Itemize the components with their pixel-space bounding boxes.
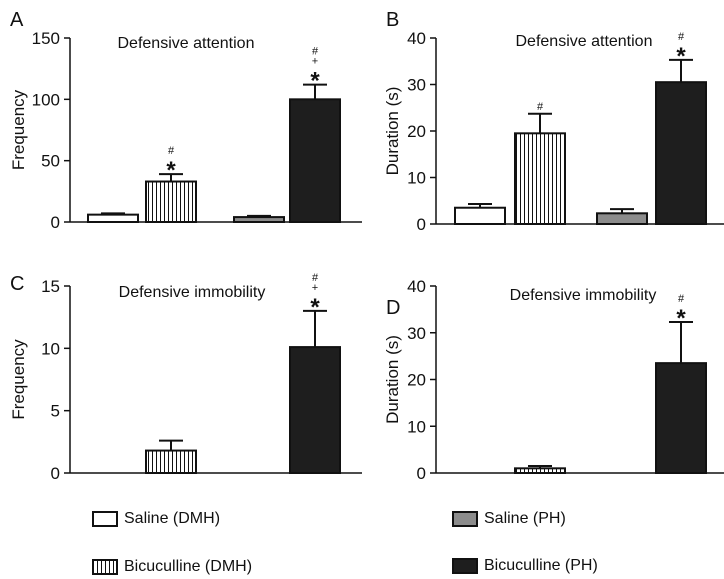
- bar: [145, 449, 197, 474]
- panel-letter: B: [386, 9, 399, 31]
- legend-swatch-black: [452, 558, 478, 574]
- y-axis-label: Duration (s): [383, 335, 402, 424]
- y-tick-label: 50: [41, 152, 60, 171]
- significance-mark: *: [166, 157, 176, 184]
- significance-mark: +: [312, 56, 318, 68]
- y-tick-label: 30: [407, 76, 426, 95]
- bar: [514, 132, 566, 225]
- significance-mark: #: [678, 293, 685, 305]
- chart-title: Defensive immobility: [119, 284, 266, 301]
- y-tick-label: 5: [51, 402, 60, 421]
- legend-label: Saline (DMH): [124, 510, 221, 527]
- bar: [233, 216, 285, 224]
- bar: [145, 180, 197, 224]
- legend-swatch-hatch: [92, 559, 118, 575]
- significance-mark: *: [310, 294, 320, 321]
- significance-mark: *: [676, 43, 686, 70]
- legend-label: Bicuculline (DMH): [124, 558, 253, 575]
- y-tick-label: 40: [407, 277, 426, 296]
- y-tick-label: 0: [51, 213, 60, 232]
- significance-mark: #: [537, 101, 544, 113]
- chart-title: Defensive attention: [118, 35, 255, 52]
- significance-mark: #: [312, 272, 319, 284]
- chart-title: Defensive immobility: [510, 287, 657, 304]
- bar: [454, 206, 506, 226]
- bar: [596, 212, 648, 225]
- legend-item-saline-dmh: Saline (DMH): [92, 510, 220, 528]
- y-tick-label: 150: [32, 29, 60, 48]
- bar: [655, 81, 707, 225]
- y-tick-label: 0: [417, 215, 426, 234]
- y-tick-label: 20: [407, 371, 426, 390]
- bar: [289, 346, 341, 474]
- chart-title: Defensive attention: [516, 33, 653, 50]
- y-tick-label: 10: [407, 169, 426, 188]
- significance-mark: #: [168, 145, 175, 157]
- significance-mark: *: [310, 68, 320, 95]
- y-tick-label: 30: [407, 324, 426, 343]
- significance-mark: #: [312, 46, 319, 58]
- bar: [87, 213, 139, 223]
- y-tick-label: 20: [407, 122, 426, 141]
- y-tick-label: 40: [407, 29, 426, 48]
- panel-letter: A: [10, 9, 24, 31]
- y-tick-label: 0: [51, 464, 60, 483]
- bar: [289, 98, 341, 223]
- legend-swatch-gray: [452, 511, 478, 527]
- y-axis-label: Frequency: [9, 339, 28, 420]
- significance-mark: *: [676, 305, 686, 332]
- bar: [655, 362, 707, 475]
- y-axis-label: Frequency: [9, 89, 28, 170]
- legend-label: Bicuculline (PH): [484, 557, 598, 574]
- legend-item-saline-ph: Saline (PH): [452, 510, 566, 528]
- legend-item-bicuculline-dmh: Bicuculline (DMH): [92, 558, 252, 576]
- y-tick-label: 100: [32, 90, 60, 109]
- y-tick-label: 0: [417, 464, 426, 483]
- bar: [514, 467, 566, 475]
- y-tick-label: 10: [407, 417, 426, 436]
- significance-mark: +: [312, 282, 318, 294]
- y-tick-label: 15: [41, 277, 60, 296]
- panel-letter: D: [386, 297, 400, 319]
- panel-letter: C: [10, 273, 24, 295]
- y-tick-label: 10: [41, 339, 60, 358]
- legend-label: Saline (PH): [484, 510, 566, 527]
- legend-item-bicuculline-ph: Bicuculline (PH): [452, 557, 598, 575]
- y-axis-label: Duration (s): [383, 87, 402, 176]
- legend-swatch-white: [92, 511, 118, 527]
- significance-mark: #: [678, 31, 685, 43]
